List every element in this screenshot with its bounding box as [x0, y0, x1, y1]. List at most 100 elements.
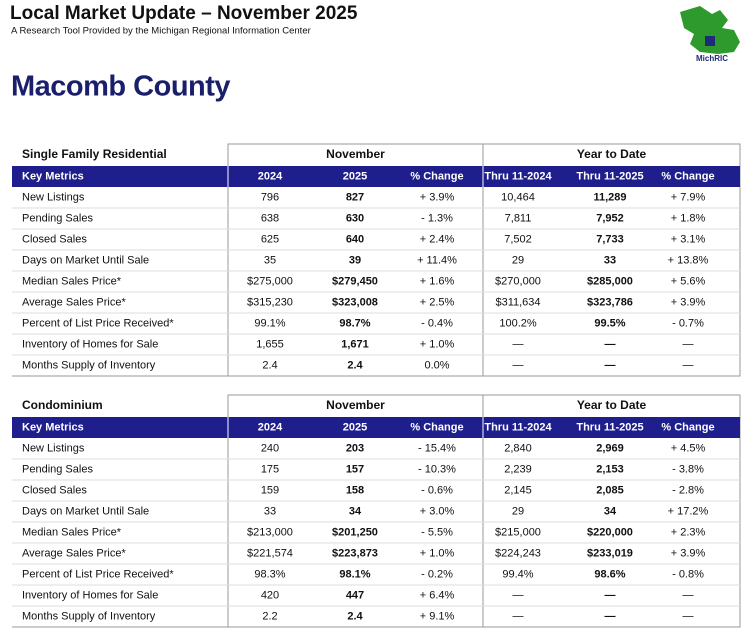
cell: 1,671 [341, 338, 369, 350]
cell: 33 [604, 254, 616, 266]
cell: — [605, 359, 616, 371]
cell: + 2.5% [420, 296, 455, 308]
cell: $223,873 [332, 547, 378, 559]
cell: - 3.8% [672, 463, 704, 475]
cell: - 10.3% [418, 463, 456, 475]
cell: 11,289 [593, 191, 626, 203]
column-header: % Change [410, 170, 463, 182]
column-header: 2024 [258, 170, 283, 182]
cell: 2.4 [347, 359, 363, 371]
column-header: Key Metrics [22, 170, 84, 182]
metric-label: Days on Market Until Sale [22, 505, 149, 517]
cell: + 13.8% [668, 254, 709, 266]
metric-label: Percent of List Price Received* [22, 317, 174, 329]
group-header: November [326, 147, 385, 161]
cell: + 2.4% [420, 233, 455, 245]
cell: 2,840 [504, 442, 532, 454]
cell: 100.2% [499, 317, 537, 329]
cell: 2,145 [504, 484, 532, 496]
cell: + 3.9% [420, 191, 455, 203]
metric-label: Closed Sales [22, 484, 87, 496]
cell: 33 [264, 505, 276, 517]
cell: + 5.6% [671, 275, 706, 287]
cell: 7,952 [596, 212, 624, 224]
cell: 7,502 [504, 233, 532, 245]
cell: $213,000 [247, 526, 293, 538]
logo-house [705, 36, 715, 46]
cell: 2.4 [347, 610, 363, 622]
cell: 98.1% [339, 568, 370, 580]
column-header: 2025 [343, 170, 367, 182]
cell: 203 [346, 442, 364, 454]
cell: + 6.4% [420, 589, 455, 601]
header-bar [12, 166, 740, 187]
cell: 625 [261, 233, 279, 245]
cell: 630 [346, 212, 364, 224]
cell: + 1.6% [420, 275, 455, 287]
column-header: 2024 [258, 421, 283, 433]
cell: 2,239 [504, 463, 532, 475]
cell: 0.0% [424, 359, 449, 371]
cell: 420 [261, 589, 279, 601]
cell: $323,786 [587, 296, 633, 308]
metric-label: New Listings [22, 442, 85, 454]
cell: 159 [261, 484, 279, 496]
metric-label: Median Sales Price* [22, 526, 122, 538]
cell: — [513, 610, 524, 622]
cell: $275,000 [247, 275, 293, 287]
cell: — [683, 338, 694, 350]
cell: 98.7% [339, 317, 370, 329]
cell: 99.1% [254, 317, 285, 329]
cell: 7,733 [596, 233, 624, 245]
cell: — [683, 359, 694, 371]
metric-label: Months Supply of Inventory [22, 359, 156, 371]
cell: — [513, 589, 524, 601]
logo-text: MichRIC [696, 54, 728, 63]
cell: — [605, 338, 616, 350]
metric-label: Months Supply of Inventory [22, 610, 156, 622]
cell: $220,000 [587, 526, 633, 538]
cell: - 15.4% [418, 442, 456, 454]
cell: + 3.9% [671, 547, 706, 559]
cell: + 1.0% [420, 338, 455, 350]
header-bar [12, 417, 740, 438]
column-header: 2025 [343, 421, 367, 433]
section-title: Condominium [22, 398, 103, 412]
cell: + 3.0% [420, 505, 455, 517]
title: Local Market Update – November 2025 [10, 3, 358, 24]
cell: + 7.9% [671, 191, 706, 203]
logo: MichRIC [680, 6, 740, 63]
cell: $215,000 [495, 526, 541, 538]
subtitle: A Research Tool Provided by the Michigan… [11, 26, 311, 37]
cell: $311,634 [495, 296, 540, 308]
cell: + 9.1% [420, 610, 455, 622]
cell: 39 [349, 254, 361, 266]
section-title: Single Family Residential [22, 147, 167, 161]
cell: + 4.5% [671, 442, 706, 454]
cell: - 5.5% [421, 526, 453, 538]
cell: — [513, 338, 524, 350]
cell: $279,450 [332, 275, 378, 287]
cell: 98.6% [594, 568, 625, 580]
column-header: Thru 11-2024 [484, 421, 552, 433]
cell: + 3.9% [671, 296, 706, 308]
cell: 99.5% [594, 317, 625, 329]
cell: - 2.8% [672, 484, 704, 496]
cell: 158 [346, 484, 364, 496]
cell: 99.4% [502, 568, 533, 580]
cell: 638 [261, 212, 279, 224]
cell: - 1.3% [421, 212, 453, 224]
column-header: Thru 11-2025 [576, 421, 643, 433]
cell: 98.3% [254, 568, 285, 580]
cell: + 3.1% [671, 233, 706, 245]
cell: $315,230 [247, 296, 293, 308]
column-header: % Change [661, 421, 714, 433]
group-header: Year to Date [577, 147, 647, 161]
cell: — [683, 589, 694, 601]
group-header: Year to Date [577, 398, 647, 412]
metric-label: Pending Sales [22, 463, 93, 475]
metric-label: Percent of List Price Received* [22, 568, 174, 580]
cell: + 11.4% [417, 254, 457, 266]
metric-label: Inventory of Homes for Sale [22, 589, 158, 601]
